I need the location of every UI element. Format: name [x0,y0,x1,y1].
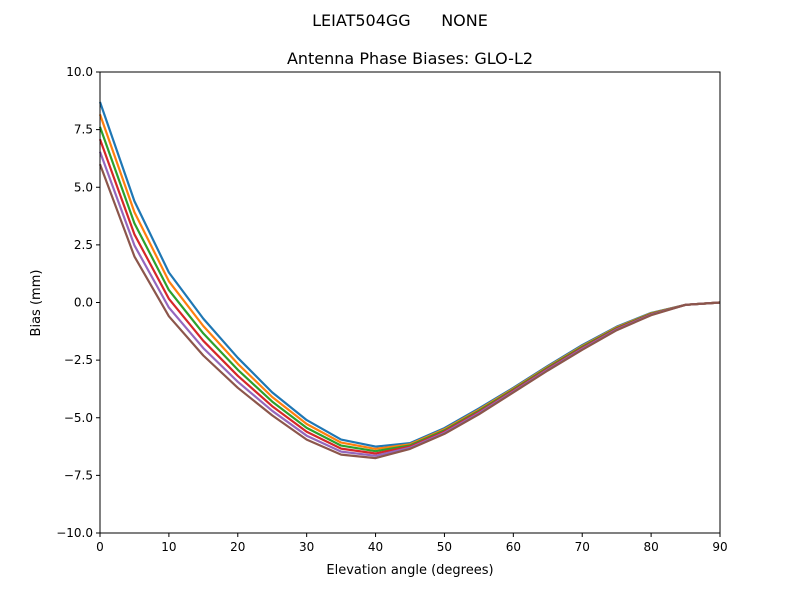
x-tick-label: 40 [368,540,383,554]
x-tick-label: 70 [575,540,590,554]
x-tick-label: 30 [299,540,314,554]
y-tick-label: 10.0 [66,65,93,79]
series-line-2 [98,126,721,453]
series-group [98,101,721,460]
y-tick-label: −5.0 [64,411,93,425]
x-tick-label: 80 [643,540,658,554]
y-tick-label: 5.0 [74,180,93,194]
x-tick-label: 10 [161,540,176,554]
y-axis-label: Bias (mm) [29,270,44,337]
y-tick-label: 7.5 [74,123,93,137]
chart-title: Antenna Phase Biases: GLO-L2 [287,49,533,68]
ticks-group: 0 10 20 30 40 50 60 70 80 90 −10.0 −7.5 −5.0 −2.5 0.0 2… [56,65,727,554]
series-line-1 [98,114,721,450]
chart-suptitle: LEIAT504GG NONE [312,11,488,30]
y-tick-label: 0.0 [74,296,93,310]
plot-frame [99,71,721,534]
x-tick-label: 50 [437,540,452,554]
y-tick-label: −7.5 [64,468,93,482]
series-line-0 [98,101,721,448]
x-tick-label: 60 [506,540,521,554]
x-axis-label: Elevation angle (degrees) [326,563,493,578]
x-tick-label: 20 [230,540,245,554]
x-tick-label: 90 [712,540,727,554]
y-tick-label: 2.5 [74,238,93,252]
y-tick-label: −10.0 [56,526,93,540]
series-line-3 [98,138,721,455]
x-tick-label: 0 [96,540,104,554]
series-line-5 [98,163,721,460]
y-tick-label: −2.5 [64,353,93,367]
